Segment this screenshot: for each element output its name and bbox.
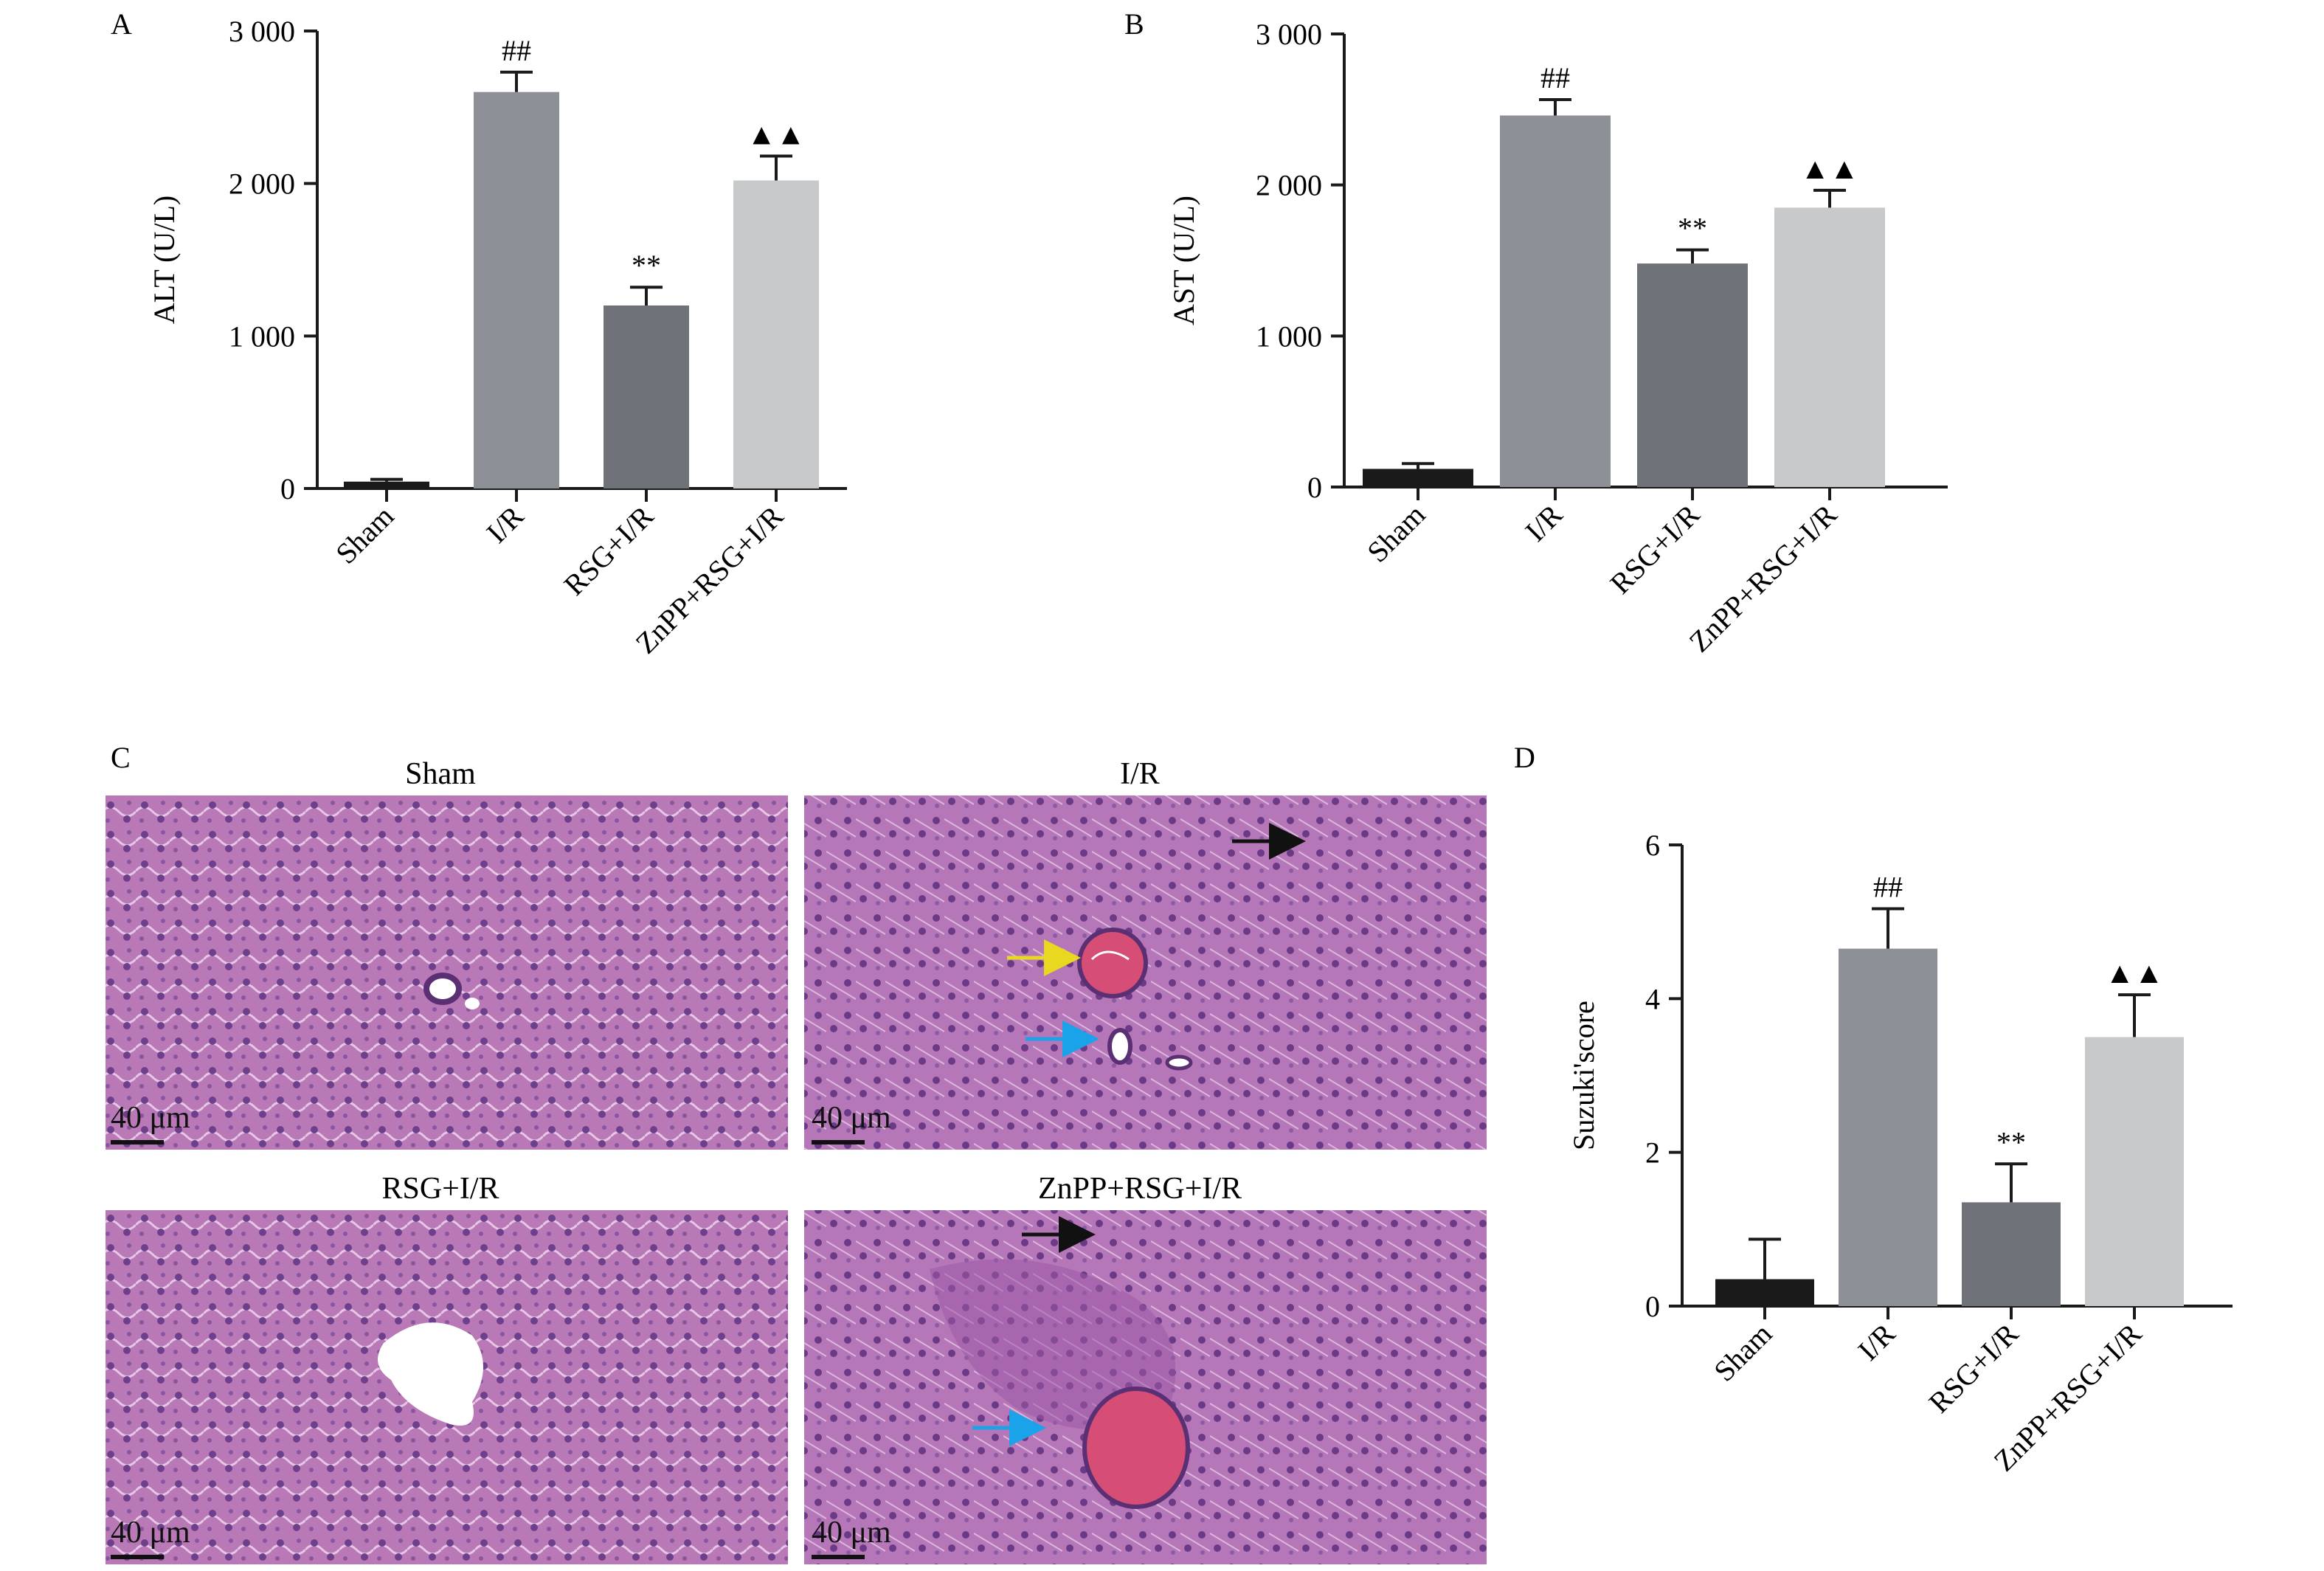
y-tick-label: 6 <box>1645 829 1660 862</box>
significance-label: ** <box>1678 212 1707 245</box>
category-label: ZnPP+RSG+I/R <box>1683 497 1844 658</box>
congested-vessel <box>1077 928 1148 998</box>
y-axis-title: AST (U/L) <box>1167 196 1200 325</box>
category-label: I/R <box>1518 497 1569 548</box>
central-vein <box>378 1322 483 1426</box>
micrograph-title: RSG+I/R <box>381 1172 499 1206</box>
bar <box>344 481 429 488</box>
significance-label: ▲▲ <box>1800 152 1858 185</box>
panel-letter-a: A <box>111 7 132 41</box>
category-label: I/R <box>1851 1316 1901 1367</box>
chart-suzuki-score: 0246Suzuki'scoreSham##I/R**RSG+I/R▲▲ZnPP… <box>1567 829 2233 1477</box>
significance-label: ** <box>632 249 661 282</box>
micrograph-ir: I/R 40 μm <box>804 757 1487 1150</box>
bar <box>1637 263 1748 487</box>
central-vein <box>423 973 480 1009</box>
micrograph-title: ZnPP+RSG+I/R <box>1038 1172 1242 1206</box>
y-tick-label: 1 000 <box>1256 320 1322 353</box>
y-tick-label: 0 <box>280 472 295 505</box>
bar <box>1363 469 1473 487</box>
y-tick-label: 3 000 <box>1256 18 1322 51</box>
category-label: Sham <box>329 500 400 570</box>
panel-letter-b: B <box>1124 7 1144 41</box>
y-tick-label: 2 000 <box>229 168 295 201</box>
y-axis-title: Suzuki'score <box>1567 1001 1600 1150</box>
panel-letter-c: C <box>111 741 131 774</box>
bar <box>733 180 819 489</box>
significance-label: ## <box>1540 61 1570 94</box>
bar <box>1839 948 1937 1306</box>
scale-label: 40 μm <box>111 1516 190 1550</box>
bar <box>2085 1037 2184 1306</box>
significance-label: ## <box>502 34 531 67</box>
congested-vessel <box>1082 1387 1190 1509</box>
y-tick-label: 0 <box>1307 471 1322 504</box>
bar <box>604 305 689 488</box>
panel-letter-d: D <box>1514 741 1535 774</box>
significance-label: ▲▲ <box>747 117 805 151</box>
bar <box>1500 115 1611 487</box>
bar <box>1962 1202 2061 1306</box>
category-label: RSG+I/R <box>1603 497 1706 600</box>
tissue-image <box>106 795 788 1150</box>
scale-label: 40 μm <box>812 1516 891 1550</box>
y-tick-label: 2 <box>1645 1136 1660 1170</box>
significance-label: ▲▲ <box>2105 956 2163 990</box>
y-axis-title: ALT (U/L) <box>148 196 181 324</box>
portal-tract <box>930 1259 1176 1430</box>
y-tick-label: 1 000 <box>229 320 295 353</box>
category-label: Sham <box>1360 498 1431 569</box>
open-vessel <box>1107 1028 1193 1071</box>
bar <box>1774 207 1885 487</box>
significance-label: ## <box>1873 870 1903 903</box>
micrograph-znpp-rsg-ir: ZnPP+RSG+I/R 40 μm <box>804 1172 1487 1564</box>
category-label: RSG+I/R <box>557 499 660 601</box>
chart-alt: 0 1 000 2 000 3 000 ALT (U/L) Sham ## I/R ** RSG+… <box>148 15 847 660</box>
scale-label: 40 μm <box>111 1101 190 1135</box>
y-tick-label: 4 <box>1645 982 1660 1015</box>
bar <box>474 92 559 488</box>
category-label: I/R <box>480 499 530 549</box>
chart-ast: 0 1 000 2 000 3 000 AST (U/L) Sham ## I/R ** RSG+… <box>1167 18 1948 658</box>
micrograph-sham: Sham 40 μm <box>106 757 788 1150</box>
category-label: RSG+I/R <box>1922 1316 2024 1419</box>
bar <box>1715 1279 1814 1306</box>
micrograph-title: I/R <box>1120 757 1160 791</box>
micrograph-title: Sham <box>405 757 476 791</box>
y-tick-label: 2 000 <box>1256 169 1322 202</box>
category-label: Sham <box>1707 1317 1778 1388</box>
y-tick-label: 3 000 <box>229 15 295 48</box>
significance-label: ** <box>1996 1125 2026 1159</box>
y-tick-label: 0 <box>1645 1290 1660 1323</box>
scale-label: 40 μm <box>812 1101 891 1135</box>
micrograph-rsg-ir: RSG+I/R 40 μm <box>106 1172 788 1564</box>
